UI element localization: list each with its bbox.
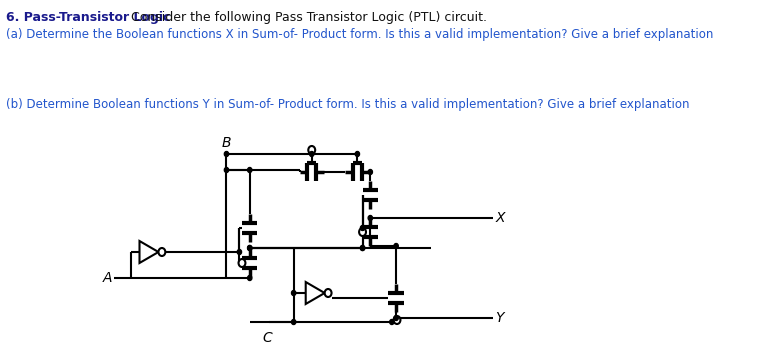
Text: A: A bbox=[102, 271, 112, 285]
Circle shape bbox=[360, 245, 365, 251]
Circle shape bbox=[360, 245, 365, 251]
Text: C: C bbox=[262, 331, 272, 345]
Circle shape bbox=[310, 151, 314, 156]
Text: Consider the following Pass Transistor Logic (PTL) circuit.: Consider the following Pass Transistor L… bbox=[131, 11, 487, 24]
Circle shape bbox=[355, 151, 360, 156]
Text: (a) Determine the Boolean functions X in Sum-of- Product form. Is this a valid i: (a) Determine the Boolean functions X in… bbox=[6, 28, 714, 41]
Circle shape bbox=[324, 289, 331, 297]
Circle shape bbox=[394, 316, 399, 321]
Circle shape bbox=[225, 151, 229, 156]
Text: B: B bbox=[222, 136, 231, 150]
Circle shape bbox=[308, 146, 315, 154]
Circle shape bbox=[394, 316, 400, 324]
Circle shape bbox=[247, 245, 252, 251]
Circle shape bbox=[368, 169, 372, 174]
Text: 6. Pass-Transistor Logic: 6. Pass-Transistor Logic bbox=[6, 11, 170, 24]
Circle shape bbox=[390, 319, 394, 324]
Circle shape bbox=[360, 226, 365, 231]
Circle shape bbox=[247, 245, 252, 251]
Circle shape bbox=[158, 248, 165, 256]
Circle shape bbox=[225, 168, 229, 173]
Circle shape bbox=[247, 168, 252, 173]
Circle shape bbox=[237, 250, 242, 255]
Text: (b) Determine Boolean functions Y in Sum-of- Product form. Is this a valid imple: (b) Determine Boolean functions Y in Sum… bbox=[6, 98, 690, 111]
Circle shape bbox=[247, 275, 252, 281]
Circle shape bbox=[359, 228, 366, 236]
Circle shape bbox=[394, 244, 399, 249]
Circle shape bbox=[239, 259, 246, 267]
Text: X: X bbox=[495, 211, 505, 225]
Text: Y: Y bbox=[495, 311, 504, 325]
Circle shape bbox=[292, 319, 296, 324]
Circle shape bbox=[292, 291, 296, 295]
Circle shape bbox=[368, 215, 372, 221]
